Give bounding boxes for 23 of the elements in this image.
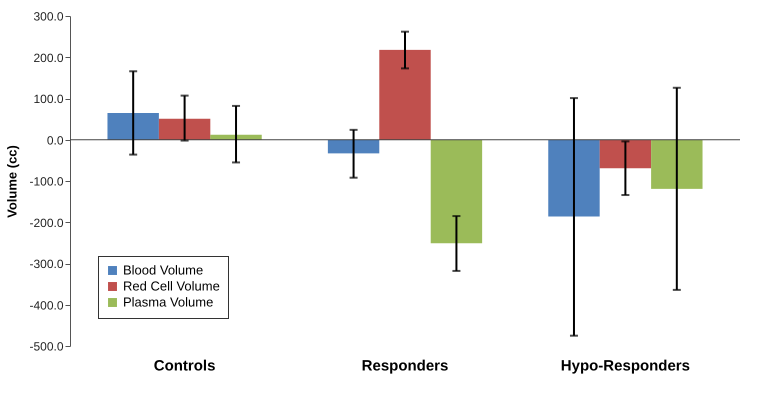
legend-label: Plasma Volume: [123, 294, 214, 310]
x-tick-label: Controls: [154, 358, 216, 374]
y-tick-label: -300.0: [29, 257, 64, 271]
bar: [158, 118, 210, 140]
legend-label: Blood Volume: [123, 262, 204, 278]
bar: [430, 140, 482, 244]
x-tick-label: Responders: [362, 358, 448, 374]
bar: [548, 140, 600, 216]
y-tick-label: -500.0: [29, 340, 64, 354]
legend-label: Red Cell Volume: [123, 278, 220, 294]
y-tick-label: 0.0: [46, 133, 64, 148]
y-tick-label: -200.0: [29, 216, 64, 230]
y-tick-label: -400.0: [29, 298, 64, 312]
y-axis-title: Volume (cc): [4, 145, 20, 218]
x-tick-label: Hypo-Responders: [560, 358, 690, 374]
bar: [379, 50, 431, 140]
bar: [107, 112, 159, 140]
bar: [600, 140, 652, 168]
bar: [651, 140, 703, 189]
y-tick-label: 300.0: [33, 10, 64, 24]
y-tick-label: 100.0: [33, 92, 64, 106]
y-tick-label: -100.0: [29, 174, 64, 188]
y-tick-label: 200.0: [33, 50, 64, 65]
